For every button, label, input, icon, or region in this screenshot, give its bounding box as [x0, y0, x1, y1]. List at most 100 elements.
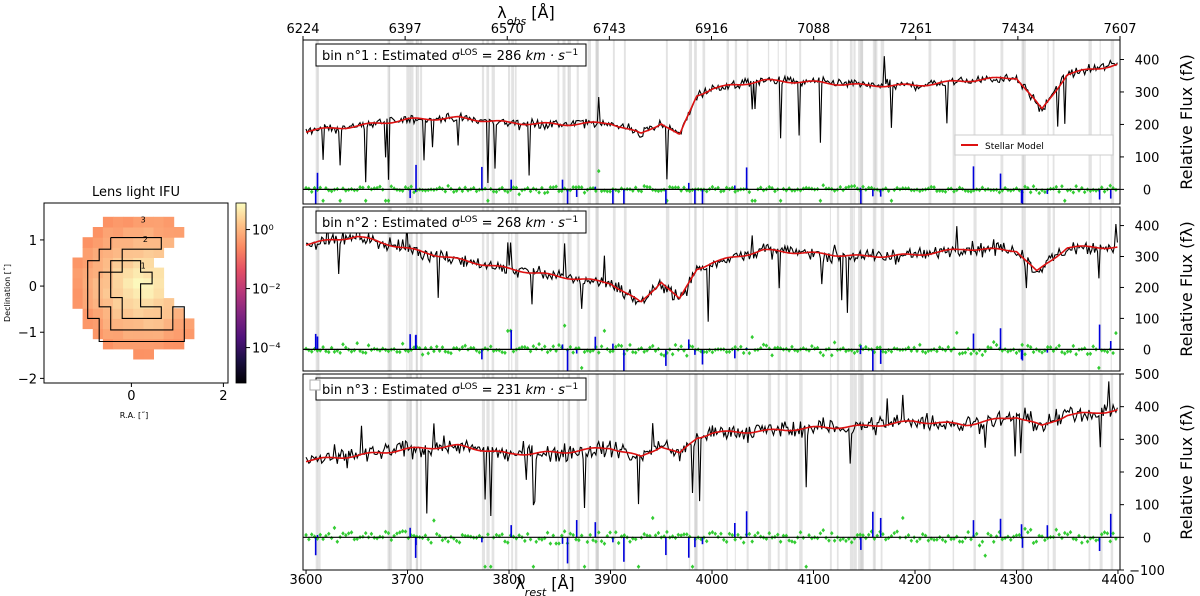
residual-point [980, 352, 985, 358]
residual-point [906, 345, 911, 350]
ifu-pixel [113, 257, 124, 269]
residual-point [710, 349, 715, 355]
residual-point [685, 188, 689, 193]
mask-band [410, 207, 413, 371]
residual-point [940, 537, 945, 542]
stellar-model-line [305, 409, 1118, 463]
residual-point [645, 533, 649, 538]
residual-point [557, 189, 561, 194]
residual-point [500, 532, 504, 537]
residual-point [969, 189, 973, 194]
residual-point [713, 531, 718, 536]
mask-band [1088, 207, 1090, 371]
residual-point [1028, 190, 1033, 195]
residual-point [1097, 365, 1101, 371]
mask-band [557, 40, 560, 204]
residual-point [415, 344, 419, 350]
residual-point [1102, 189, 1107, 194]
mask-band [688, 207, 691, 371]
residual-point [1028, 344, 1033, 350]
mask-band [785, 207, 788, 371]
residual-point [403, 185, 408, 190]
ifu-pixel [102, 227, 114, 238]
mask-band [746, 207, 748, 371]
residual-point [852, 350, 857, 356]
residual-point [605, 189, 610, 194]
residual-point [1045, 344, 1050, 350]
residual-point [648, 345, 652, 350]
residual-point [733, 537, 737, 542]
residual-point [761, 342, 766, 347]
mask-band [702, 207, 704, 371]
residual-point [764, 343, 769, 348]
ifu-pixel [123, 267, 134, 279]
residual-point [449, 350, 453, 356]
residual-point [326, 531, 331, 537]
residual-point [1062, 351, 1067, 356]
residual-point [437, 185, 442, 190]
ifu-pixel [113, 318, 124, 330]
residual-point [767, 531, 772, 536]
residual-point [793, 188, 797, 193]
residual-point [1043, 189, 1047, 195]
mask-band [481, 207, 485, 371]
mask-band [726, 374, 728, 570]
residual-point [557, 342, 561, 348]
residual-point [562, 529, 567, 534]
ifu-pixel [133, 348, 144, 360]
mask-band [557, 207, 560, 371]
masked-residuals [314, 164, 1112, 204]
residual-point [332, 349, 337, 355]
top-tick-label: 6916 [695, 22, 728, 37]
residual-point [477, 350, 482, 355]
residual-point [528, 537, 533, 542]
residual-point [949, 536, 953, 542]
residual-point [949, 186, 953, 191]
ifu-pixel [133, 308, 144, 319]
residual-point [355, 187, 359, 193]
residual-point [500, 349, 504, 355]
mask-band [576, 374, 580, 570]
residual-point [832, 538, 837, 543]
ifu-bin-labels: 1 2 3 [141, 215, 148, 270]
residual-point [881, 532, 885, 537]
residual-point [608, 530, 612, 535]
residual-point [321, 536, 325, 542]
residual-point [901, 515, 905, 521]
mask-band [836, 207, 840, 371]
residual-point [952, 189, 956, 194]
mask-band [420, 207, 423, 371]
ifu-pixel [183, 328, 195, 340]
residual-point [389, 537, 394, 543]
ifu-pixel [123, 298, 134, 309]
residual-point [1071, 343, 1076, 349]
mask-band [508, 374, 510, 570]
residual-point [474, 189, 479, 194]
residual-point [878, 345, 882, 350]
mask-band [694, 40, 696, 204]
ifu-pixel [123, 237, 134, 248]
residual-point [1017, 532, 1022, 538]
top-axis-label: λobs [Å] [497, 3, 554, 28]
residual-point [829, 530, 834, 536]
bottom-axis-ticks: 3600 3700 3800 3900 4000 4100 4200 4300 4400 [289, 570, 1135, 588]
ifu-pixel [123, 216, 134, 228]
residual-point [488, 344, 493, 349]
residual-point [503, 539, 507, 544]
residual-point [588, 349, 593, 354]
ifu-pixel [173, 227, 185, 238]
ifu-pixel [153, 267, 165, 279]
residual-point [309, 349, 314, 354]
spectrum-plot-area [303, 40, 1120, 204]
top-tick-label: 7607 [1103, 22, 1136, 37]
residual-point [676, 185, 681, 190]
y-axis-label: Relative Flux (fλ) [1177, 54, 1196, 190]
residual-point [721, 537, 726, 543]
mask-band [799, 207, 802, 371]
residual-point [545, 349, 550, 355]
residual-point [650, 515, 655, 521]
residual-point [858, 532, 862, 537]
residual-point [991, 187, 996, 193]
ifu-pixel [133, 216, 144, 228]
residual-point [631, 536, 635, 541]
